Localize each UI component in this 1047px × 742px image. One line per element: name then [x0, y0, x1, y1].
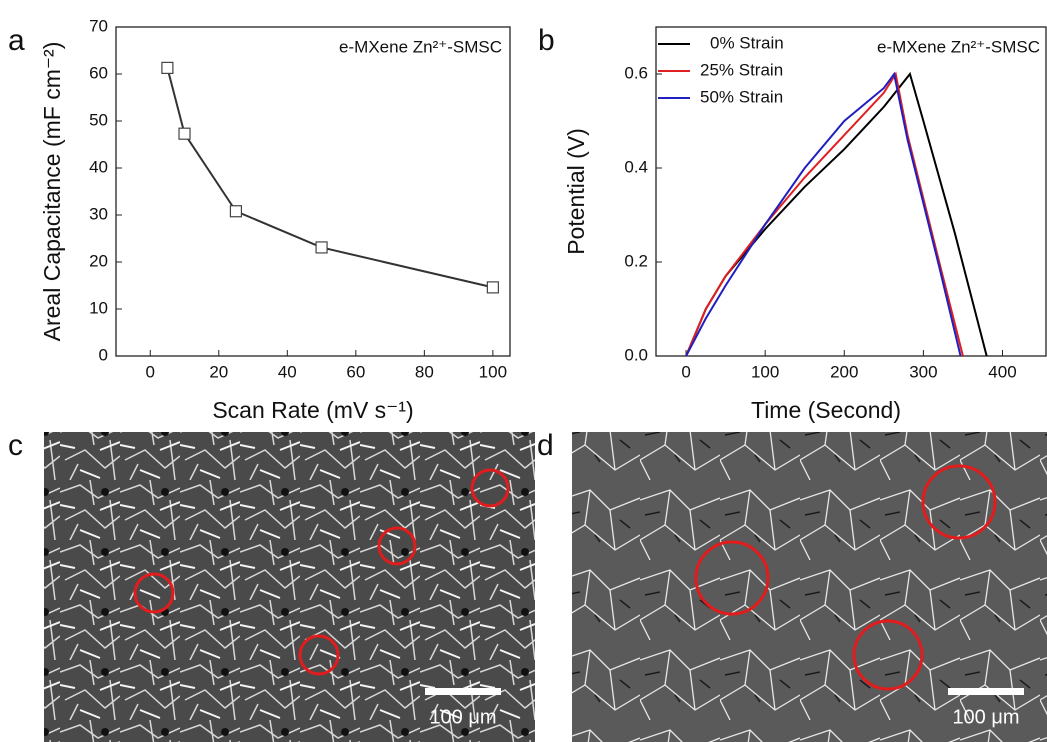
data-line [685, 71, 988, 357]
y-tick-label: 70 [89, 16, 108, 35]
sem-image [44, 432, 535, 742]
x-tick-label: 300 [909, 362, 937, 381]
data-line [685, 71, 962, 357]
annotation: e-MXene Zn²⁺-SMSC [339, 37, 502, 56]
data-line [685, 71, 964, 357]
scale-bar [948, 688, 1024, 695]
panel-label: b [538, 24, 555, 57]
x-tick-label: 60 [346, 362, 365, 381]
annotation: e-MXene Zn²⁺-SMSC [877, 37, 1040, 56]
y-tick-label: 50 [89, 110, 108, 129]
plot-frame [115, 26, 511, 357]
y-tick-label: 0.0 [624, 345, 648, 364]
data-line [166, 67, 494, 289]
scale-bar [425, 688, 501, 695]
data-marker [486, 281, 499, 294]
x-tick-label: 200 [830, 362, 858, 381]
highlight-circles [133, 464, 997, 691]
x-tick-label: 100 [751, 362, 779, 381]
panel-label: a [8, 24, 25, 57]
x-tick-label: 400 [988, 362, 1016, 381]
x-axis-label: Scan Rate (mV s⁻¹) [212, 397, 413, 423]
plot-frame [655, 26, 1047, 357]
y-tick-label: 40 [89, 157, 108, 176]
y-tick-label: 0.4 [624, 157, 648, 176]
x-axis-label: Time (Second) [751, 397, 901, 423]
data-marker [315, 241, 328, 254]
y-tick-label: 0.6 [624, 63, 648, 82]
x-tick-label: 100 [479, 362, 507, 381]
y-axis-label: Areal Capacitance (mF cm⁻²) [39, 42, 65, 342]
scale-bar-label: 100 μm [429, 706, 496, 728]
panel-label: c [8, 429, 23, 462]
data-marker [229, 205, 243, 218]
x-tick-label: 0 [681, 362, 690, 381]
y-axis-label: Potential (V) [563, 128, 589, 255]
y-tick-label: 0 [99, 345, 108, 364]
y-tick-label: 60 [89, 63, 108, 82]
x-tick-label: 20 [209, 362, 228, 381]
data-marker [178, 127, 191, 140]
legend-label: 50% Strain [700, 87, 783, 106]
y-tick-label: 10 [89, 298, 108, 317]
sem-image [572, 432, 1047, 742]
panel-label: d [537, 429, 554, 462]
x-tick-label: 80 [415, 362, 434, 381]
x-tick-label: 40 [278, 362, 297, 381]
data-marker [161, 61, 174, 74]
legend-label: 25% Strain [700, 60, 783, 79]
legend-label: 0% Strain [710, 33, 784, 52]
x-tick-label: 0 [146, 362, 155, 381]
y-tick-label: 0.2 [624, 251, 648, 270]
y-tick-label: 20 [89, 251, 108, 270]
y-tick-label: 30 [89, 204, 108, 223]
scale-bar-label: 100 μm [952, 706, 1019, 728]
